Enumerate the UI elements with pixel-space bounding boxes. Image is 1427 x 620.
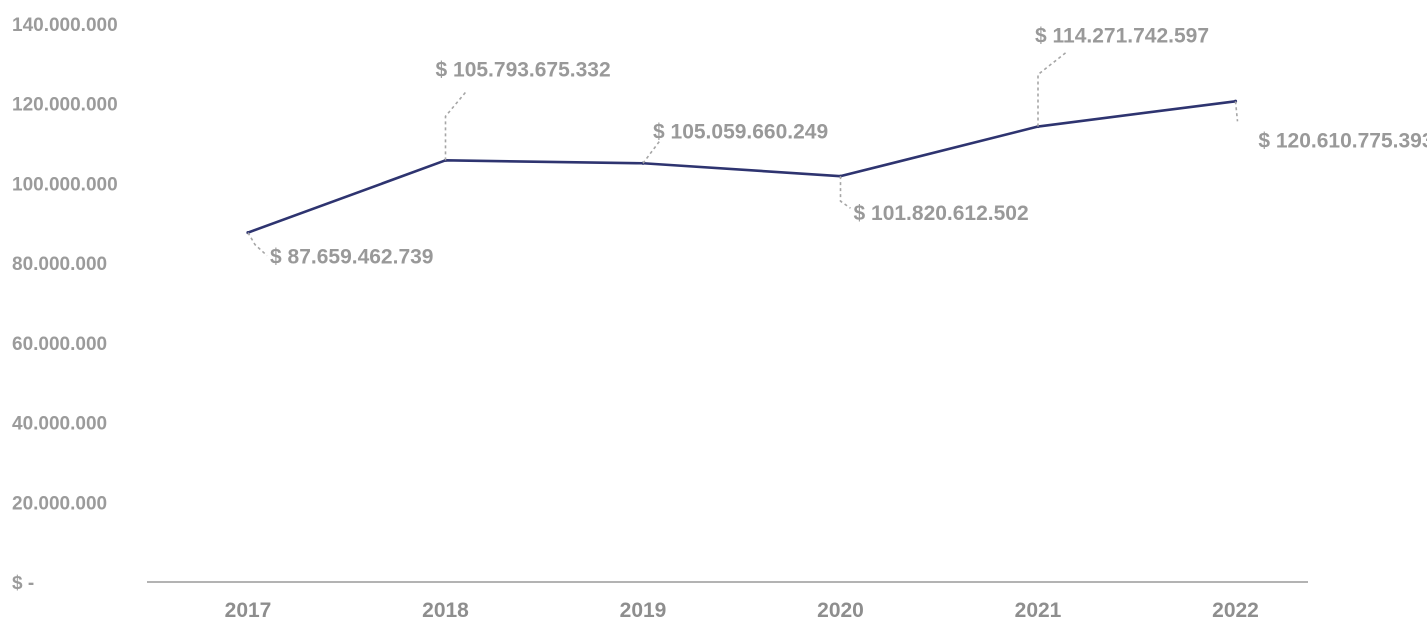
series-line xyxy=(246,99,1237,234)
data-label-leader-line xyxy=(839,176,851,209)
x-axis: 2017 2018 2019 2020 2021 2022 xyxy=(147,581,1308,620)
data-label-leader-line xyxy=(1037,51,1067,127)
x-tick-label: 2019 xyxy=(620,599,667,620)
y-tick-label: 20.000.000 xyxy=(12,493,107,514)
data-label: $ 114.271.742.597 xyxy=(1035,25,1209,48)
y-tick-label: 60.000.000 xyxy=(12,334,107,355)
y-tick-label: 140.000.000 xyxy=(12,15,118,36)
x-tick-label: 2020 xyxy=(817,599,864,620)
data-label: $ 120.610.775.393 xyxy=(1258,129,1427,152)
x-tick-label: 2017 xyxy=(225,599,272,620)
data-label-leader-line xyxy=(642,138,662,164)
x-tick-label: 2022 xyxy=(1212,599,1259,620)
y-tick-label: 40.000.000 xyxy=(12,414,107,435)
data-label: $ 105.059.660.249 xyxy=(653,120,828,143)
data-label: $ 87.659.462.739 xyxy=(270,246,434,269)
y-tick-label: 80.000.000 xyxy=(12,254,107,275)
data-label-leader-line xyxy=(247,232,268,257)
x-tick-label: 2021 xyxy=(1015,599,1062,620)
data-label-leader-line xyxy=(1234,101,1239,122)
y-tick-label: 120.000.000 xyxy=(12,95,118,116)
x-tick-label: 2018 xyxy=(422,599,469,620)
y-tick-label: $ - xyxy=(12,573,34,594)
data-label: $ 105.793.675.332 xyxy=(436,58,611,81)
data-label-leader-line xyxy=(444,91,467,161)
y-tick-label: 100.000.000 xyxy=(12,174,118,195)
data-labels-group: $ 87.659.462.739 $ 105.793.675.332 $ 105.0… xyxy=(247,25,1427,269)
data-label: $ 101.820.612.502 xyxy=(854,202,1029,225)
y-axis: $ - 20.000.000 40.000.000 60.000.000 80.000.… xyxy=(12,15,118,594)
